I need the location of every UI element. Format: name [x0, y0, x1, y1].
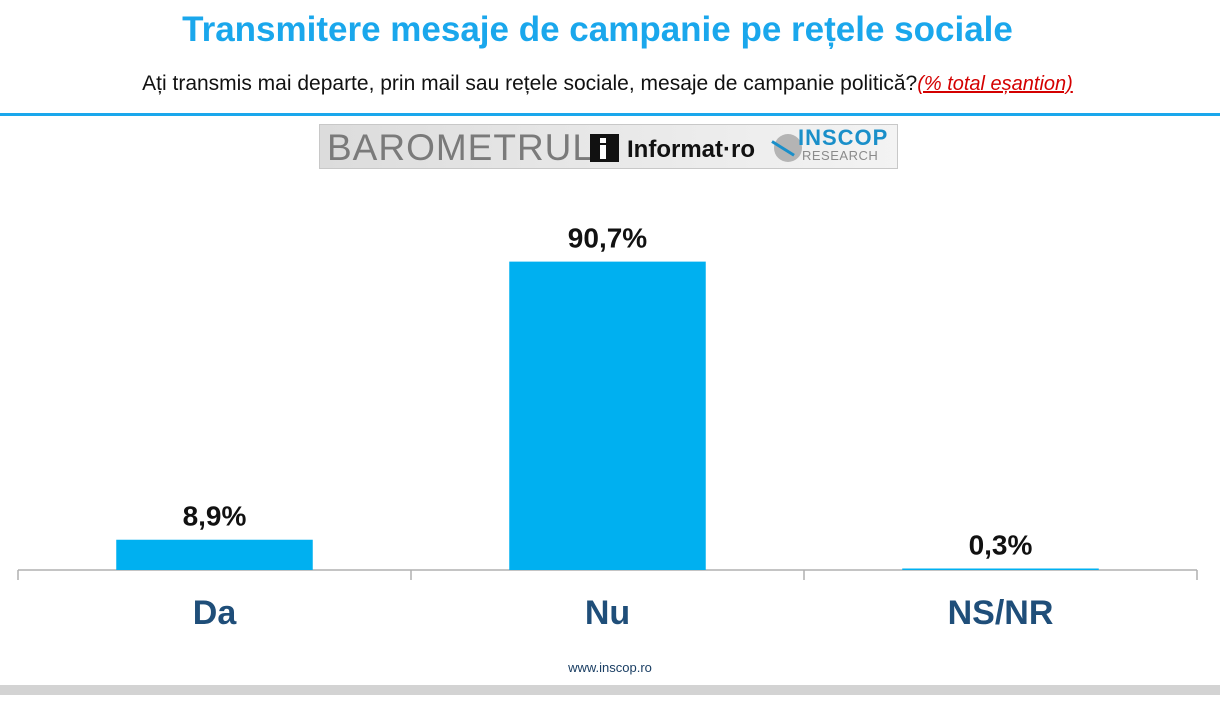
bar-da — [116, 539, 313, 570]
research-logo-text: RESEARCH — [802, 148, 879, 163]
data-label: 90,7% — [568, 223, 647, 254]
subtitle-note: (% total eșantion) — [917, 73, 1073, 95]
bar-ns-nr — [902, 568, 1099, 570]
category-label: Da — [193, 594, 238, 632]
partner-logos-banner: BAROMETRUL Informat·ro INSCOP RESEARCH — [319, 124, 898, 169]
inscop-logo-text: INSCOP — [798, 125, 889, 150]
header-divider — [0, 113, 1220, 116]
barometrul-logo: BAROMETRUL — [327, 127, 594, 168]
footer-bar — [0, 685, 1220, 695]
chart-subtitle: Ați transmis mai departe, prin mail sau … — [0, 70, 1215, 98]
informat-logo-text: Informat·ro — [627, 136, 755, 163]
footer-url: www.inscop.ro — [568, 660, 652, 675]
bar-nu — [509, 261, 706, 570]
subtitle-question: Ați transmis mai departe, prin mail sau … — [142, 72, 918, 95]
bar-chart: 8,9% Da 90,7% Nu 0,3% NS/NR — [17, 223, 1198, 632]
chart-title: Transmitere mesaje de campanie pe rețele… — [182, 10, 1013, 49]
data-label: 8,9% — [183, 501, 247, 532]
inscop-logo: INSCOP RESEARCH — [771, 125, 894, 166]
category-label: Nu — [585, 594, 630, 632]
category-label: NS/NR — [948, 594, 1054, 632]
informat-i-icon — [590, 134, 619, 162]
data-label: 0,3% — [969, 530, 1033, 561]
